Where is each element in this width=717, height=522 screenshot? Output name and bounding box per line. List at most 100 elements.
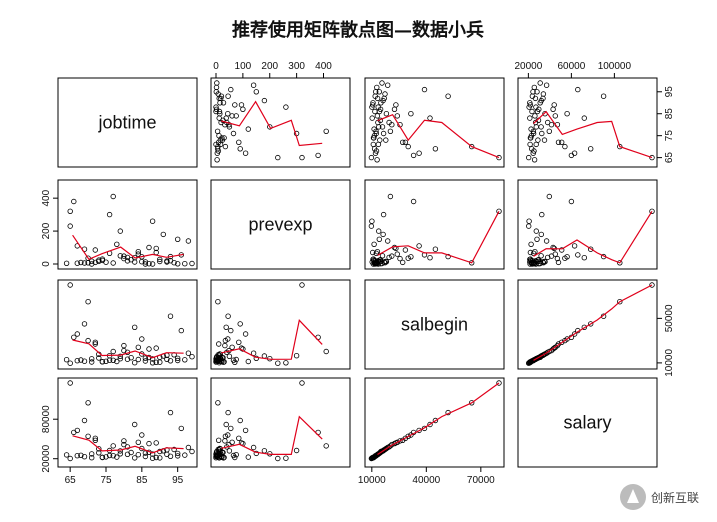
data-point xyxy=(389,253,395,259)
data-point xyxy=(185,238,192,244)
data-point xyxy=(233,113,239,119)
data-point xyxy=(323,128,329,134)
smoother-line xyxy=(72,435,184,454)
data-point xyxy=(299,380,305,386)
data-point xyxy=(217,110,223,117)
data-point xyxy=(571,150,578,156)
data-point xyxy=(649,282,655,288)
data-point xyxy=(167,409,174,416)
data-point xyxy=(368,154,375,161)
data-point xyxy=(99,256,106,262)
data-point xyxy=(110,453,116,459)
data-point xyxy=(283,360,289,366)
panel-salbegin-vs-salbegin: salbegin xyxy=(364,279,505,370)
data-point xyxy=(250,444,257,451)
data-point xyxy=(283,104,289,110)
data-point xyxy=(283,455,289,461)
data-point xyxy=(124,356,131,362)
data-point xyxy=(531,84,537,91)
data-point xyxy=(416,243,422,249)
data-point xyxy=(402,139,409,145)
data-point xyxy=(106,211,113,218)
data-point xyxy=(427,255,433,261)
data-point xyxy=(600,93,607,99)
data-point xyxy=(649,208,655,214)
data-point xyxy=(568,152,575,159)
data-point xyxy=(536,106,542,112)
data-point xyxy=(375,141,382,148)
data-point xyxy=(400,139,406,145)
data-point xyxy=(617,260,623,266)
data-point xyxy=(374,157,380,163)
panel-frame xyxy=(517,179,658,270)
data-point xyxy=(381,95,387,102)
data-point xyxy=(397,255,403,262)
tick-label: 20000 xyxy=(514,61,542,72)
data-point xyxy=(546,128,552,134)
data-point xyxy=(538,231,544,238)
data-point xyxy=(117,228,123,234)
data-point xyxy=(164,259,170,265)
data-point xyxy=(228,327,234,334)
data-point xyxy=(216,95,222,102)
data-point xyxy=(88,261,95,267)
data-point xyxy=(536,354,542,361)
data-point xyxy=(214,80,220,86)
data-point xyxy=(529,108,535,115)
data-point xyxy=(242,331,249,337)
data-point xyxy=(550,346,556,352)
data-point xyxy=(315,152,321,159)
data-point xyxy=(67,380,73,386)
smoother-line xyxy=(533,210,653,264)
tick-label: 400 xyxy=(315,61,332,72)
data-point xyxy=(229,344,235,350)
data-point xyxy=(261,97,268,104)
data-point xyxy=(527,249,534,256)
panel-jobtime-vs-prevexp xyxy=(210,77,351,168)
data-point xyxy=(213,89,219,95)
data-point xyxy=(242,427,249,434)
data-point xyxy=(215,437,222,443)
data-point xyxy=(373,89,379,95)
data-point xyxy=(551,345,557,351)
data-point xyxy=(222,143,229,150)
data-point xyxy=(376,236,382,242)
data-point xyxy=(92,341,98,347)
data-point xyxy=(374,248,381,255)
data-point xyxy=(236,339,242,345)
data-point xyxy=(380,211,387,218)
data-point xyxy=(539,211,545,218)
data-point xyxy=(222,342,228,349)
data-point xyxy=(213,106,220,112)
tick-label: 40000 xyxy=(412,475,440,486)
data-point xyxy=(529,146,535,152)
data-point xyxy=(275,154,281,161)
data-point xyxy=(106,452,113,459)
data-point xyxy=(85,400,91,406)
data-point xyxy=(526,223,532,229)
panel-salary-vs-salbegin xyxy=(364,377,505,468)
data-point xyxy=(581,324,587,330)
tick-label: 300 xyxy=(288,61,305,72)
data-point xyxy=(370,454,377,461)
data-point xyxy=(114,454,120,460)
panel-prevexp-vs-prevexp: prevexp xyxy=(210,179,351,270)
panel-salbegin-vs-prevexp xyxy=(210,279,351,370)
smoother-line xyxy=(72,339,184,359)
data-point xyxy=(387,193,394,200)
data-point xyxy=(189,448,195,455)
data-point xyxy=(369,115,375,121)
data-point xyxy=(527,141,533,148)
data-point xyxy=(526,218,532,224)
data-point xyxy=(383,110,390,117)
data-point xyxy=(237,321,243,327)
data-point xyxy=(96,450,102,456)
data-point xyxy=(174,236,181,242)
data-point xyxy=(135,439,141,445)
data-point xyxy=(370,256,377,262)
data-point xyxy=(174,261,181,267)
tick-label: 20000 xyxy=(41,444,52,472)
data-point xyxy=(253,89,259,95)
data-point xyxy=(405,255,411,261)
data-point xyxy=(157,256,163,263)
